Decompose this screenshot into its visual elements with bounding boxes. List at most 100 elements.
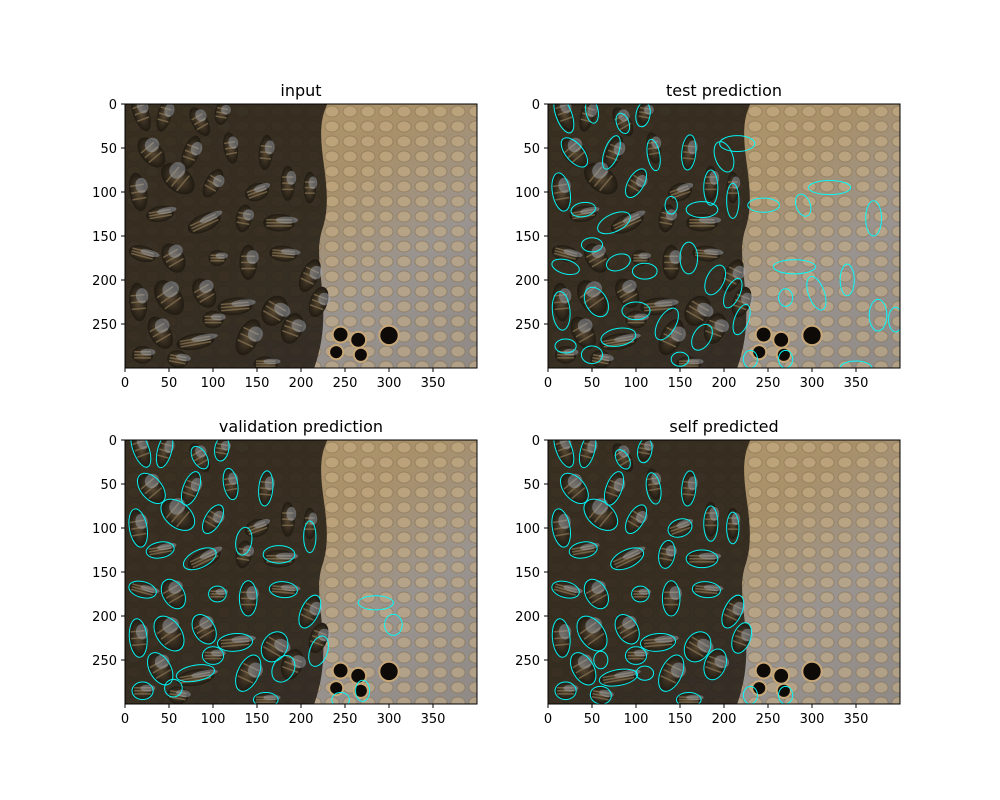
prediction-contour	[600, 327, 637, 347]
prediction-contour	[202, 504, 224, 534]
bee	[160, 162, 195, 195]
bee	[637, 104, 654, 125]
prediction-contour	[551, 618, 571, 658]
image-area	[547, 439, 901, 705]
y-tick-label: 250	[92, 318, 117, 333]
prediction-contour	[570, 652, 597, 686]
bee	[269, 245, 301, 262]
bee	[686, 214, 722, 232]
x-tick-label: 300	[800, 712, 825, 727]
prediction-contour	[624, 646, 648, 665]
prediction-contour	[131, 681, 154, 701]
bee	[583, 162, 618, 195]
bee	[303, 171, 318, 204]
bee	[202, 310, 226, 329]
prediction-contour	[681, 470, 697, 507]
bee	[552, 618, 572, 658]
y-axis: 0 50 100 150 200 250	[92, 98, 125, 333]
bee	[681, 134, 698, 170]
bee	[553, 440, 574, 468]
prediction-contour	[726, 182, 740, 219]
y-tick-label: 50	[523, 142, 540, 157]
prediction-contour	[308, 635, 329, 667]
prediction-contour	[703, 505, 719, 542]
bee	[187, 546, 223, 570]
panel-self-predicted: self predicted 0 50 100 150 200 250 300 350 0 50…	[515, 417, 901, 727]
bee	[551, 172, 571, 212]
comb-cell-hole	[331, 325, 350, 344]
prediction-contour	[635, 104, 651, 128]
prediction-contour	[721, 594, 745, 629]
bee	[631, 250, 651, 266]
bee	[189, 443, 211, 472]
comb-cell-hole	[801, 660, 823, 683]
y-tick-label: 0	[532, 434, 540, 449]
prediction-contour	[685, 201, 719, 219]
bee	[668, 518, 694, 538]
prediction-contour	[691, 581, 721, 599]
bee	[668, 182, 694, 202]
prediction-contour	[130, 440, 152, 468]
prediction-contour	[235, 526, 253, 556]
x-tick-label: 50	[161, 376, 178, 391]
y-tick-label: 50	[523, 478, 540, 493]
prediction-contour	[271, 655, 296, 683]
x-tick-label: 50	[584, 376, 601, 391]
bee	[569, 205, 600, 223]
bee	[631, 586, 651, 602]
prediction-contour	[585, 104, 599, 124]
prediction-contour	[839, 263, 855, 297]
x-tick-label: 300	[377, 376, 402, 391]
comb-cell-hole	[349, 666, 368, 685]
bee	[202, 168, 225, 198]
bee	[692, 245, 724, 262]
bee	[662, 580, 682, 616]
bee	[167, 350, 191, 368]
prediction-contour	[610, 547, 645, 571]
bee	[731, 622, 754, 654]
bee	[214, 104, 231, 125]
bee	[560, 137, 589, 168]
x-tick-label: 150	[245, 376, 270, 391]
prediction-contour	[136, 472, 166, 504]
bee	[181, 135, 203, 170]
x-tick-label: 0	[121, 376, 129, 391]
bee	[153, 280, 185, 315]
bee	[637, 440, 654, 461]
prediction-contour	[268, 581, 298, 599]
prediction-contour	[145, 541, 175, 559]
prediction-contour	[747, 197, 780, 213]
bee	[235, 655, 263, 692]
prediction-contour	[583, 286, 609, 318]
comb-cell-hole	[775, 682, 792, 699]
bee	[137, 137, 166, 168]
x-tick-label: 250	[333, 376, 358, 391]
comb-cell-hole	[775, 346, 792, 363]
prediction-contour	[553, 104, 575, 134]
prediction-contour	[658, 539, 676, 569]
y-tick-label: 100	[515, 522, 540, 537]
panel-input: input 0 50 100 150 200 250 300 350 0 50 100 150 200…	[92, 81, 478, 391]
prediction-contour	[614, 614, 640, 645]
bee	[146, 205, 177, 223]
comb-cell-hole	[328, 680, 345, 697]
bee	[551, 245, 583, 263]
prediction-contour	[175, 664, 216, 683]
x-tick-label: 200	[712, 376, 737, 391]
comb-cell-hole	[801, 324, 823, 347]
y-tick-label: 250	[92, 654, 117, 669]
bee	[258, 134, 275, 170]
x-tick-label: 200	[712, 712, 737, 727]
prediction-contour	[645, 472, 662, 505]
prediction-contour	[153, 615, 185, 652]
prediction-contour	[631, 585, 650, 603]
prediction-contour	[578, 440, 597, 469]
bee	[147, 652, 173, 685]
prediction-contour	[661, 580, 681, 617]
bee	[681, 470, 698, 506]
bee	[551, 581, 583, 599]
x-tick-label: 0	[544, 376, 552, 391]
bee	[261, 295, 291, 326]
comb-cell-hole	[751, 344, 768, 361]
